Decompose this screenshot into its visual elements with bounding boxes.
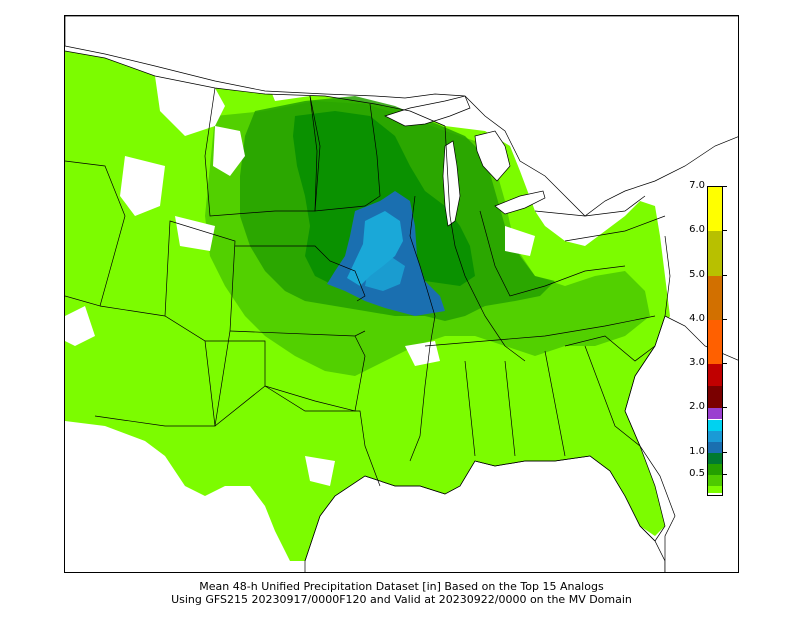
- colorbar-segment: [708, 419, 722, 431]
- border-southeast: [464, 345, 641, 457]
- colorbar-tick: [723, 363, 727, 365]
- border-ohio-valley: [479, 210, 626, 297]
- border-utah-arizona: [94, 305, 216, 427]
- border-northern-plains: [204, 87, 321, 217]
- colorbar-segment: [708, 386, 722, 409]
- colorbar-segment: [708, 485, 722, 493]
- colorbar-segment: [708, 430, 722, 442]
- colorbar-segment: [708, 408, 722, 420]
- colorbar-tick-label: 7.0: [689, 180, 705, 191]
- colorbar-segment: [708, 275, 722, 320]
- dry-area-montana: [213, 126, 245, 176]
- dry-area-west: [65, 306, 95, 346]
- colorbar-tick-label: 2.0: [689, 401, 705, 413]
- precip-area-cyan-2: [365, 256, 405, 291]
- state-boundaries: [65, 50, 671, 562]
- colorbar-tick: [723, 230, 727, 232]
- colorbar-segment: [708, 319, 722, 365]
- colorbar-segment: [708, 463, 722, 475]
- colorbar-tick: [723, 318, 727, 320]
- coastline-gulf: [304, 455, 656, 562]
- lake-superior: [384, 95, 471, 127]
- colorbar-segment: [708, 187, 722, 232]
- lake-erie: [494, 190, 546, 215]
- border-midwest: [444, 125, 526, 362]
- precip-area-cyan: [347, 211, 403, 286]
- colorbar-tick-label: 1.0: [689, 445, 705, 457]
- colorbar-segment: [708, 492, 722, 495]
- colorbar-tick: [723, 473, 727, 475]
- border-west-states: [65, 160, 126, 307]
- coastline-atlantic: [624, 235, 671, 542]
- border-carolinas: [564, 335, 656, 362]
- colorbar-tick-label: 6.0: [689, 224, 705, 236]
- border-nebraska-kansas: [235, 245, 366, 302]
- border-us-canada: [65, 50, 446, 127]
- dry-area-appalachian: [505, 226, 535, 256]
- colorbar: [707, 186, 723, 496]
- dry-area-northwest: [155, 76, 225, 136]
- colorbar-tick: [723, 274, 727, 276]
- border-mississippi-river: [409, 195, 436, 462]
- dry-area-colorado: [175, 216, 215, 251]
- canada-region: [65, 16, 738, 217]
- colorbar-tick-label: 4.0: [689, 312, 705, 324]
- map-caption: Mean 48-h Unified Precipitation Dataset …: [0, 580, 803, 606]
- map-canvas: [65, 16, 738, 572]
- colorbar-tick: [723, 451, 727, 453]
- border-new-mexico: [164, 220, 236, 427]
- colorbar-tick: [723, 407, 727, 409]
- colorbar-segment: [708, 231, 722, 276]
- caption-line-1: Mean 48-h Unified Precipitation Dataset …: [199, 580, 604, 593]
- lake-huron: [474, 130, 511, 182]
- border-tennessee: [424, 315, 656, 347]
- border-dakotas: [309, 95, 381, 212]
- border-texas: [214, 385, 381, 487]
- colorbar-tick-label: 0.5: [689, 467, 705, 479]
- colorbar-tick-label: 3.0: [689, 357, 705, 369]
- border-northeast: [534, 195, 666, 242]
- border-oklahoma: [205, 335, 366, 412]
- colorbar-segment: [708, 474, 722, 486]
- dry-area-texas: [305, 456, 335, 486]
- colorbar-tick: [723, 186, 727, 187]
- colorbar-tick-label: 5.0: [689, 268, 705, 280]
- dry-area-arkansas: [405, 341, 440, 366]
- colorbar-segment: [708, 364, 722, 387]
- colorbar-segment: [708, 441, 722, 453]
- precipitation-map: [64, 15, 739, 573]
- caption-line-2: Using GFS215 20230917/0000F120 and Valid…: [171, 593, 632, 606]
- dry-area-wyoming: [120, 156, 165, 216]
- colorbar-segment: [708, 452, 722, 464]
